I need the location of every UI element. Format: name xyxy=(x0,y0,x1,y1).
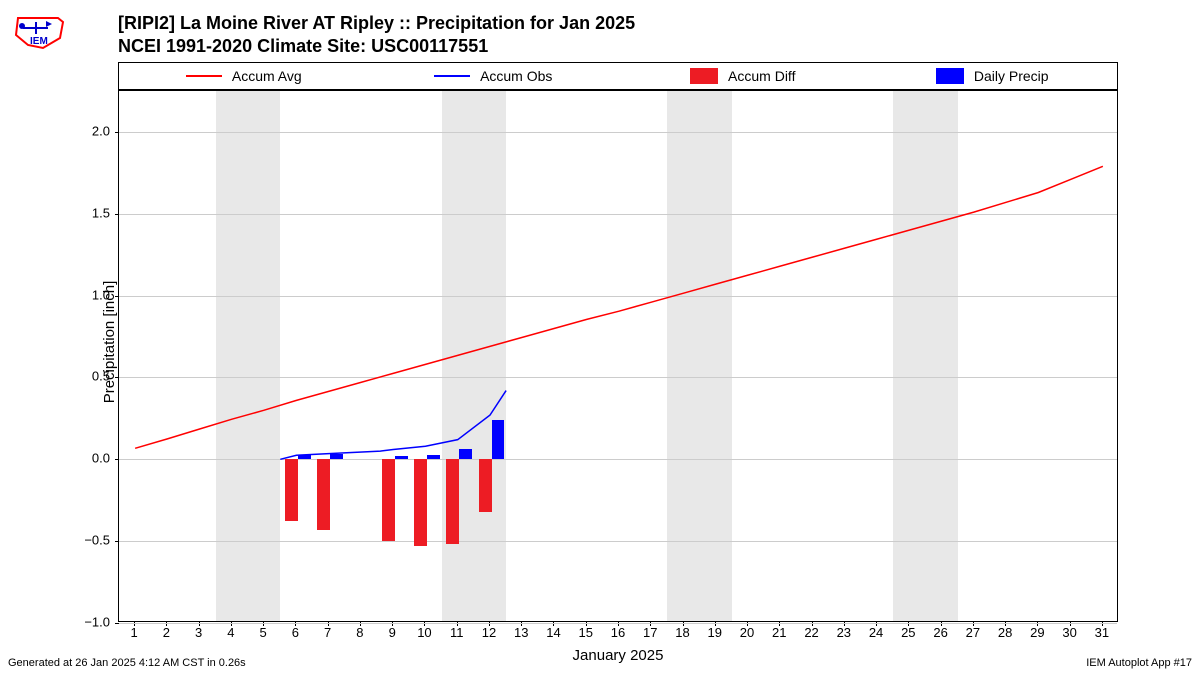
legend-label-obs: Accum Obs xyxy=(480,68,552,84)
xtick-label: 23 xyxy=(837,625,851,640)
xtick-label: 26 xyxy=(933,625,947,640)
daily-precip-bar xyxy=(330,454,343,459)
accum-diff-bar xyxy=(479,459,492,511)
legend-item-accum-avg: Accum Avg xyxy=(119,68,369,84)
xtick-label: 12 xyxy=(482,625,496,640)
xtick-label: 10 xyxy=(417,625,431,640)
xtick-label: 22 xyxy=(804,625,818,640)
legend-swatch-obs xyxy=(434,75,470,77)
xtick-label: 30 xyxy=(1062,625,1076,640)
chart-container: Accum Avg Accum Obs Accum Diff Daily Pre… xyxy=(118,62,1118,622)
ytick-label: 1.5 xyxy=(60,205,110,220)
xtick-label: 18 xyxy=(675,625,689,640)
gridline xyxy=(119,214,1117,215)
xtick-label: 1 xyxy=(131,625,138,640)
legend-label-avg: Accum Avg xyxy=(232,68,302,84)
xtick-label: 7 xyxy=(324,625,331,640)
xtick-label: 21 xyxy=(772,625,786,640)
xtick-label: 8 xyxy=(356,625,363,640)
accum-avg-line xyxy=(135,166,1103,448)
xtick-label: 31 xyxy=(1095,625,1109,640)
legend-item-accum-obs: Accum Obs xyxy=(369,68,619,84)
legend-label-dp: Daily Precip xyxy=(974,68,1049,84)
xtick-label: 17 xyxy=(643,625,657,640)
xtick-label: 19 xyxy=(708,625,722,640)
gridline xyxy=(119,296,1117,297)
xtick-label: 24 xyxy=(869,625,883,640)
accum-diff-bar xyxy=(317,459,330,529)
xtick-label: 16 xyxy=(611,625,625,640)
ytick-label: 0.5 xyxy=(60,369,110,384)
ytick-label: 2.0 xyxy=(60,123,110,138)
footer-left: Generated at 26 Jan 2025 4:12 AM CST in … xyxy=(8,657,246,669)
gridline xyxy=(119,459,1117,460)
daily-precip-bar xyxy=(492,420,505,459)
chart-title: [RIPI2] La Moine River AT Ripley :: Prec… xyxy=(118,12,635,57)
legend-item-accum-diff: Accum Diff xyxy=(618,68,868,84)
xtick-label: 4 xyxy=(227,625,234,640)
ytick-label: −1.0 xyxy=(60,615,110,630)
title-line-2: NCEI 1991-2020 Climate Site: USC00117551 xyxy=(118,36,488,56)
xtick-label: 29 xyxy=(1030,625,1044,640)
xtick-label: 14 xyxy=(546,625,560,640)
xtick-label: 5 xyxy=(260,625,267,640)
iem-logo: IEM xyxy=(8,10,68,55)
legend-swatch-dp xyxy=(936,68,964,84)
svg-text:IEM: IEM xyxy=(30,36,48,47)
x-axis-label: January 2025 xyxy=(573,647,664,664)
ytick-label: 0.0 xyxy=(60,451,110,466)
xtick-label: 9 xyxy=(389,625,396,640)
xtick-label: 20 xyxy=(740,625,754,640)
xtick-label: 15 xyxy=(579,625,593,640)
gridline xyxy=(119,377,1117,378)
daily-precip-bar xyxy=(395,456,408,459)
daily-precip-bar xyxy=(298,455,311,459)
xtick-label: 11 xyxy=(450,625,464,640)
legend-swatch-diff xyxy=(690,68,718,84)
accum-diff-bar xyxy=(414,459,427,546)
accum-diff-bar xyxy=(382,459,395,541)
accum-diff-bar xyxy=(446,459,459,544)
ytick-label: −0.5 xyxy=(60,533,110,548)
accum-diff-bar xyxy=(285,459,298,521)
xtick-label: 2 xyxy=(163,625,170,640)
plot-area xyxy=(118,90,1118,622)
xtick-label: 13 xyxy=(514,625,528,640)
xtick-label: 25 xyxy=(901,625,915,640)
ytick-label: 1.0 xyxy=(60,287,110,302)
daily-precip-bar xyxy=(459,449,472,459)
gridline xyxy=(119,132,1117,133)
footer-right: IEM Autoplot App #17 xyxy=(1086,657,1192,669)
legend-item-daily-precip: Daily Precip xyxy=(868,68,1118,84)
title-line-1: [RIPI2] La Moine River AT Ripley :: Prec… xyxy=(118,13,635,33)
legend: Accum Avg Accum Obs Accum Diff Daily Pre… xyxy=(118,62,1118,90)
gridline xyxy=(119,541,1117,542)
daily-precip-bar xyxy=(427,455,440,459)
xtick-label: 28 xyxy=(998,625,1012,640)
gridline xyxy=(119,623,1117,624)
xtick-label: 3 xyxy=(195,625,202,640)
xtick-label: 6 xyxy=(292,625,299,640)
xtick-label: 27 xyxy=(966,625,980,640)
legend-swatch-avg xyxy=(186,75,222,77)
legend-label-diff: Accum Diff xyxy=(728,68,795,84)
